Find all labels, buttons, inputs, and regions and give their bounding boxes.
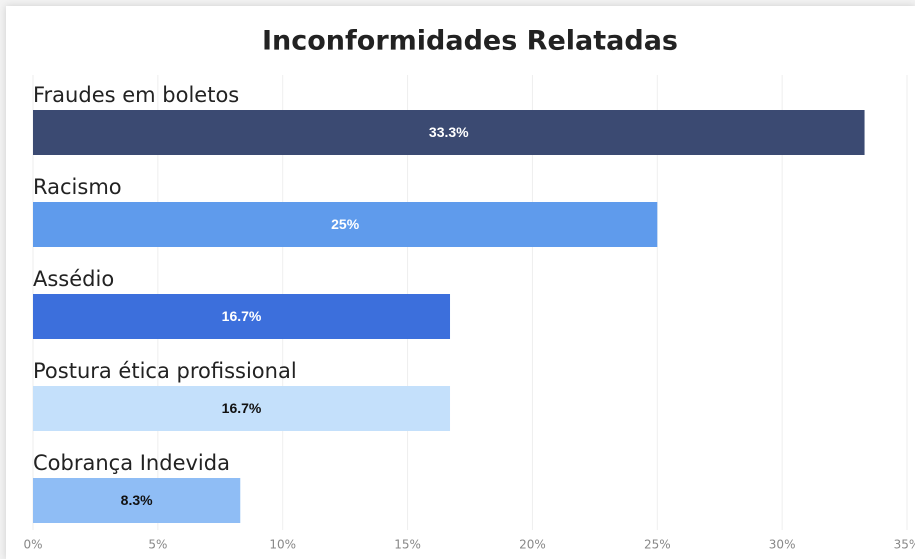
value-label: 16.7% — [222, 308, 262, 324]
x-tick-label: 5% — [148, 538, 167, 552]
chart-title: Inconformidades Relatadas — [262, 26, 678, 57]
x-tick-label: 35% — [894, 538, 915, 552]
value-label: 33.3% — [429, 124, 469, 140]
category-label: Cobrança Indevida — [33, 451, 230, 475]
category-label: Assédio — [33, 267, 114, 291]
category-label: Postura ética profissional — [33, 359, 297, 383]
bar — [33, 110, 865, 155]
x-tick-label: 10% — [269, 538, 296, 552]
x-tick-label: 25% — [644, 538, 671, 552]
bar — [33, 478, 241, 523]
x-tick-label: 15% — [394, 538, 421, 552]
bar — [33, 202, 658, 247]
value-label: 16.7% — [222, 400, 262, 416]
bar — [33, 294, 451, 339]
category-label: Fraudes em boletos — [33, 83, 239, 107]
category-label: Racismo — [33, 175, 122, 199]
x-tick-label: 30% — [769, 538, 796, 552]
x-tick-label: 20% — [519, 538, 546, 552]
value-label: 8.3% — [121, 492, 153, 508]
x-tick-label: 0% — [23, 538, 42, 552]
value-label: 25% — [331, 216, 360, 232]
bar — [33, 386, 451, 431]
